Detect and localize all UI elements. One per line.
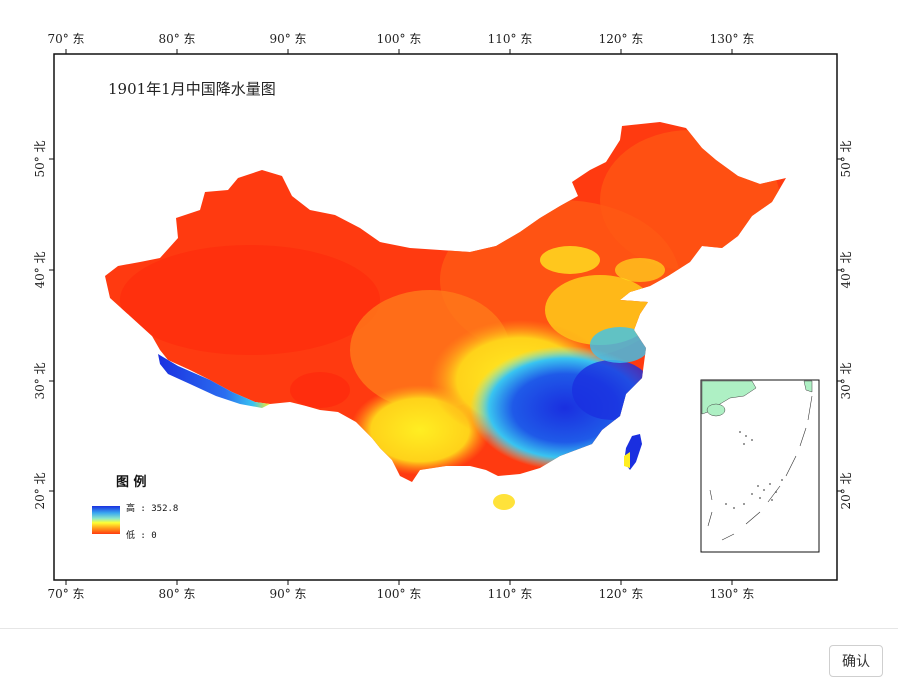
lon-label: 100° 东 [377,587,422,601]
legend-title: 图 例 [116,474,147,490]
legend-low-label: 低 : 0 [126,529,157,541]
longitude-labels-bottom: 70° 东 80° 东 90° 东 100° 东 110° 东 120° 东 1… [47,587,754,601]
lon-label: 100° 东 [377,32,422,46]
lon-label: 130° 东 [710,32,755,46]
confirm-button[interactable]: 确认 [829,645,883,677]
lon-label: 110° 东 [488,587,533,601]
himalaya-band [158,354,270,408]
lon-label: 90° 东 [269,587,306,601]
lon-label: 120° 东 [599,587,644,601]
map-title: 1901年1月中国降水量图 [108,80,276,98]
lon-label: 90° 东 [269,32,306,46]
inset-taiwan [803,380,813,393]
hainan [493,494,515,510]
inset-hainan [706,403,726,417]
lat-label: 20° 北 [839,472,853,509]
lat-label: 30° 北 [839,362,853,399]
axis-ticks [49,49,842,585]
inset-dashed-line [707,395,813,541]
legend-color-ramp [92,506,120,534]
lat-label: 30° 北 [33,362,47,399]
lat-label: 40° 北 [33,251,47,288]
lon-label: 130° 东 [710,587,755,601]
lon-label: 70° 东 [47,587,84,601]
latitude-labels-right: 20° 北 30° 北 40° 北 50° 北 [839,140,853,509]
lon-label: 80° 东 [158,587,195,601]
south-china-sea-inset [700,379,820,553]
china-precipitation-map: 1901年1月中国降水量图 70° 东 80° 东 90° 东 100° 东 1… [33,32,853,601]
lon-label: 70° 东 [47,32,84,46]
lat-label: 20° 北 [33,472,47,509]
taiwan-west [624,452,630,468]
dialog-footer: 确认 [0,628,898,695]
legend-high-label: 高 : 352.8 [126,502,178,514]
lon-label: 80° 东 [158,32,195,46]
legend: 图 例 高 : 352.8 低 : 0 [92,474,178,541]
inset-islands [725,431,783,509]
map-figure: 1901年1月中国降水量图 70° 东 80° 东 90° 东 100° 东 1… [33,32,853,601]
lat-label: 40° 北 [839,251,853,288]
latitude-labels-left: 20° 北 30° 北 40° 北 50° 北 [33,140,47,509]
lat-label: 50° 北 [839,140,853,177]
lon-label: 120° 东 [599,32,644,46]
lat-label: 50° 北 [33,140,47,177]
longitude-labels-top: 70° 东 80° 东 90° 东 100° 东 110° 东 120° 东 1… [47,32,754,46]
lon-label: 110° 东 [488,32,533,46]
